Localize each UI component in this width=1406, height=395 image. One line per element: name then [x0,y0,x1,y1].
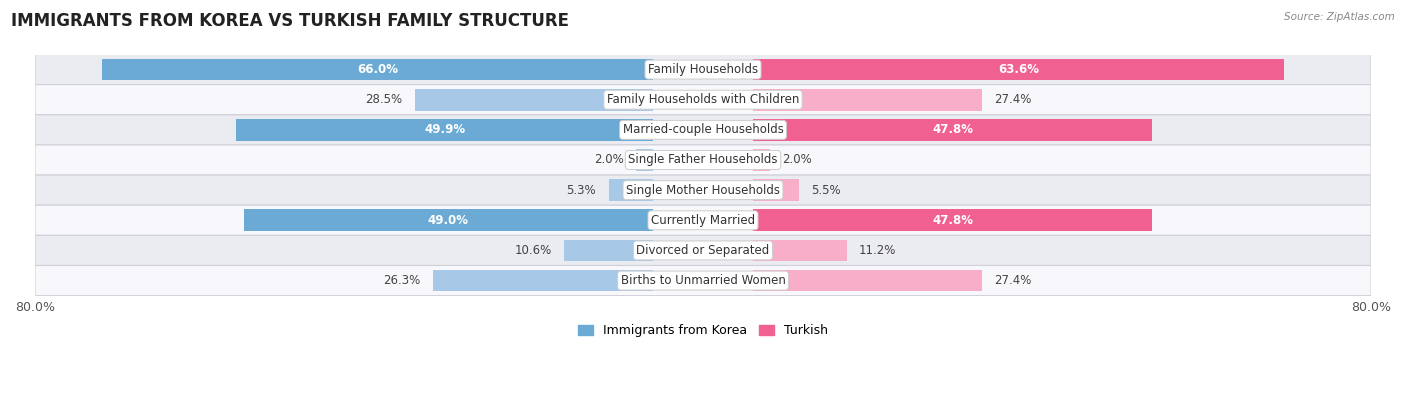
FancyBboxPatch shape [35,175,1371,205]
Text: 10.6%: 10.6% [515,244,553,257]
Text: Divorced or Separated: Divorced or Separated [637,244,769,257]
Text: 5.3%: 5.3% [567,184,596,197]
FancyBboxPatch shape [35,265,1371,295]
Text: 2.0%: 2.0% [593,154,624,167]
FancyBboxPatch shape [35,115,1371,145]
Text: 11.2%: 11.2% [859,244,897,257]
FancyBboxPatch shape [35,85,1371,115]
Bar [754,209,1153,231]
Text: 49.0%: 49.0% [427,214,468,227]
Text: 66.0%: 66.0% [357,63,398,76]
Text: Source: ZipAtlas.com: Source: ZipAtlas.com [1284,12,1395,22]
Bar [243,209,652,231]
Text: 27.4%: 27.4% [994,274,1032,287]
Bar [433,270,652,292]
FancyBboxPatch shape [35,55,1371,85]
Text: 27.4%: 27.4% [994,93,1032,106]
Bar [754,240,846,261]
Bar [636,149,652,171]
Bar [754,149,770,171]
Text: Births to Unmarried Women: Births to Unmarried Women [620,274,786,287]
Bar [236,119,652,141]
Text: Family Households with Children: Family Households with Children [607,93,799,106]
Text: IMMIGRANTS FROM KOREA VS TURKISH FAMILY STRUCTURE: IMMIGRANTS FROM KOREA VS TURKISH FAMILY … [11,12,569,30]
Bar [609,179,652,201]
Bar [101,59,652,81]
Text: 28.5%: 28.5% [366,93,402,106]
FancyBboxPatch shape [35,205,1371,235]
FancyBboxPatch shape [35,145,1371,175]
Bar [754,179,799,201]
FancyBboxPatch shape [35,235,1371,265]
Text: 47.8%: 47.8% [932,214,973,227]
Bar [415,89,652,111]
Text: 2.0%: 2.0% [782,154,813,167]
Bar [754,59,1284,81]
Text: 63.6%: 63.6% [998,63,1039,76]
Text: 47.8%: 47.8% [932,123,973,136]
Bar [754,89,981,111]
Text: Family Households: Family Households [648,63,758,76]
Text: Single Mother Households: Single Mother Households [626,184,780,197]
Text: Single Father Households: Single Father Households [628,154,778,167]
Legend: Immigrants from Korea, Turkish: Immigrants from Korea, Turkish [572,320,834,342]
Bar [754,119,1153,141]
Text: Married-couple Households: Married-couple Households [623,123,783,136]
Text: 49.9%: 49.9% [425,123,465,136]
Text: Currently Married: Currently Married [651,214,755,227]
Text: 26.3%: 26.3% [384,274,420,287]
Bar [754,270,981,292]
Bar [564,240,652,261]
Text: 5.5%: 5.5% [811,184,841,197]
